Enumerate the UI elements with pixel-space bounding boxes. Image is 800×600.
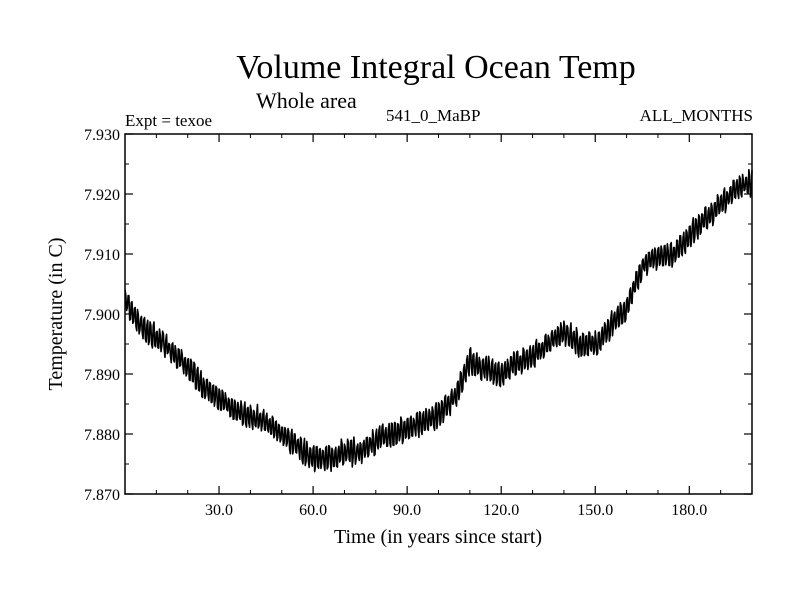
y-axis: 7.870 7.880 7.890 7.900 7.910 7.920 7.930 <box>84 127 752 504</box>
experiment-annotation: Expt = texoe <box>125 111 212 130</box>
x-tick-label: 30.0 <box>205 502 233 519</box>
x-tick-label: 150.0 <box>577 502 613 519</box>
x-axis-label: Time (in years since start) <box>334 526 542 548</box>
period-annotation: 541_0_MaBP <box>386 106 480 125</box>
y-axis-label: Temperature (in C) <box>45 238 67 391</box>
y-tick-label: 7.920 <box>84 187 120 204</box>
y-tick-label: 7.910 <box>84 247 120 264</box>
x-tick-label: 90.0 <box>393 502 421 519</box>
y-tick-label: 7.880 <box>84 427 120 444</box>
x-axis: 30.0 60.0 90.0 120.0 150.0 180.0 <box>124 134 753 519</box>
series-line <box>124 168 753 473</box>
y-tick-label: 7.870 <box>84 487 120 504</box>
x-tick-label: 60.0 <box>299 502 327 519</box>
y-tick-label: 7.930 <box>84 127 120 144</box>
plot-area <box>124 168 753 473</box>
chart-subtitle: Whole area <box>256 88 357 113</box>
y-tick-label: 7.890 <box>84 367 120 384</box>
x-tick-label: 120.0 <box>483 502 519 519</box>
chart-title: Volume Integral Ocean Temp <box>236 49 636 86</box>
months-annotation: ALL_MONTHS <box>640 106 753 125</box>
y-tick-label: 7.900 <box>84 307 120 324</box>
plot-frame <box>124 133 753 495</box>
x-tick-label: 180.0 <box>671 502 707 519</box>
